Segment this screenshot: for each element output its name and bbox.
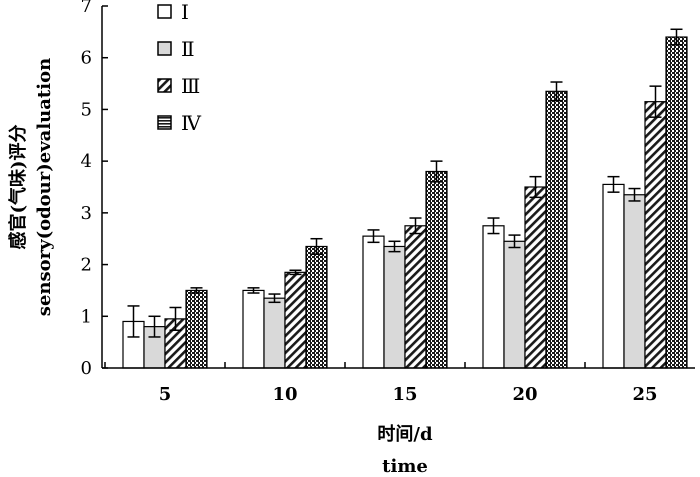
legend-label-2: Ⅱ <box>181 37 195 61</box>
x-tick-label: 25 <box>632 384 657 405</box>
legend-label-3: Ⅲ <box>181 74 200 98</box>
bar-series-1-cat-20 <box>482 225 505 369</box>
legend-swatch-4 <box>157 115 172 130</box>
bar-series-4-cat-25 <box>665 36 688 369</box>
bar-series-3-cat-15 <box>404 225 427 369</box>
bar-series-3-cat-20 <box>524 186 547 369</box>
y-axis-label-cn: 感官(气味)评分 <box>7 124 29 249</box>
legend-label-1: Ⅰ <box>181 0 189 24</box>
y-tick-label: 4 <box>81 151 92 172</box>
bars-layer <box>122 28 688 369</box>
y-tick-label: 0 <box>81 358 92 379</box>
x-tick-label: 15 <box>392 384 417 405</box>
bar-series-3-cat-10 <box>284 271 307 369</box>
legend-swatch-2 <box>157 41 172 56</box>
y-tick-label: 1 <box>81 306 92 327</box>
bar-series-4-cat-5 <box>185 289 208 369</box>
y-tick-label: 5 <box>81 99 92 120</box>
bar-series-3-cat-25 <box>644 101 667 369</box>
bar-series-4-cat-20 <box>545 90 568 369</box>
x-tick-label: 10 <box>272 384 297 405</box>
legend-swatch-1 <box>157 4 172 19</box>
bar-series-1-cat-15 <box>362 235 385 369</box>
bar-series-2-cat-20 <box>503 240 526 369</box>
bar-series-2-cat-25 <box>623 194 646 369</box>
axes-layer: 0 1 2 3 4 5 6 7 5 10 15 20 25 <box>81 0 695 405</box>
legend-label-4: Ⅳ <box>181 111 202 135</box>
bar-series-2-cat-10 <box>263 297 286 369</box>
y-tick-label: 7 <box>81 0 92 17</box>
x-tick-label: 5 <box>159 384 172 405</box>
y-tick-label: 6 <box>81 48 92 69</box>
bar-series-4-cat-15 <box>425 170 448 369</box>
bar-series-4-cat-10 <box>305 245 328 369</box>
legend-swatch-3 <box>157 78 172 93</box>
y-axis-label-en: sensory(odour)evaluation <box>34 58 55 316</box>
x-axis-label-en: time <box>382 456 428 477</box>
x-axis-label-cn: 时间/d <box>377 424 433 445</box>
bar-series-1-cat-25 <box>602 183 625 369</box>
y-tick-label: 3 <box>81 203 92 224</box>
bar-series-1-cat-10 <box>242 289 265 369</box>
bar-series-2-cat-15 <box>383 245 406 369</box>
x-tick-label: 20 <box>512 384 537 405</box>
y-tick-label: 2 <box>81 255 92 276</box>
legend: Ⅰ Ⅱ Ⅲ Ⅳ <box>157 0 202 135</box>
